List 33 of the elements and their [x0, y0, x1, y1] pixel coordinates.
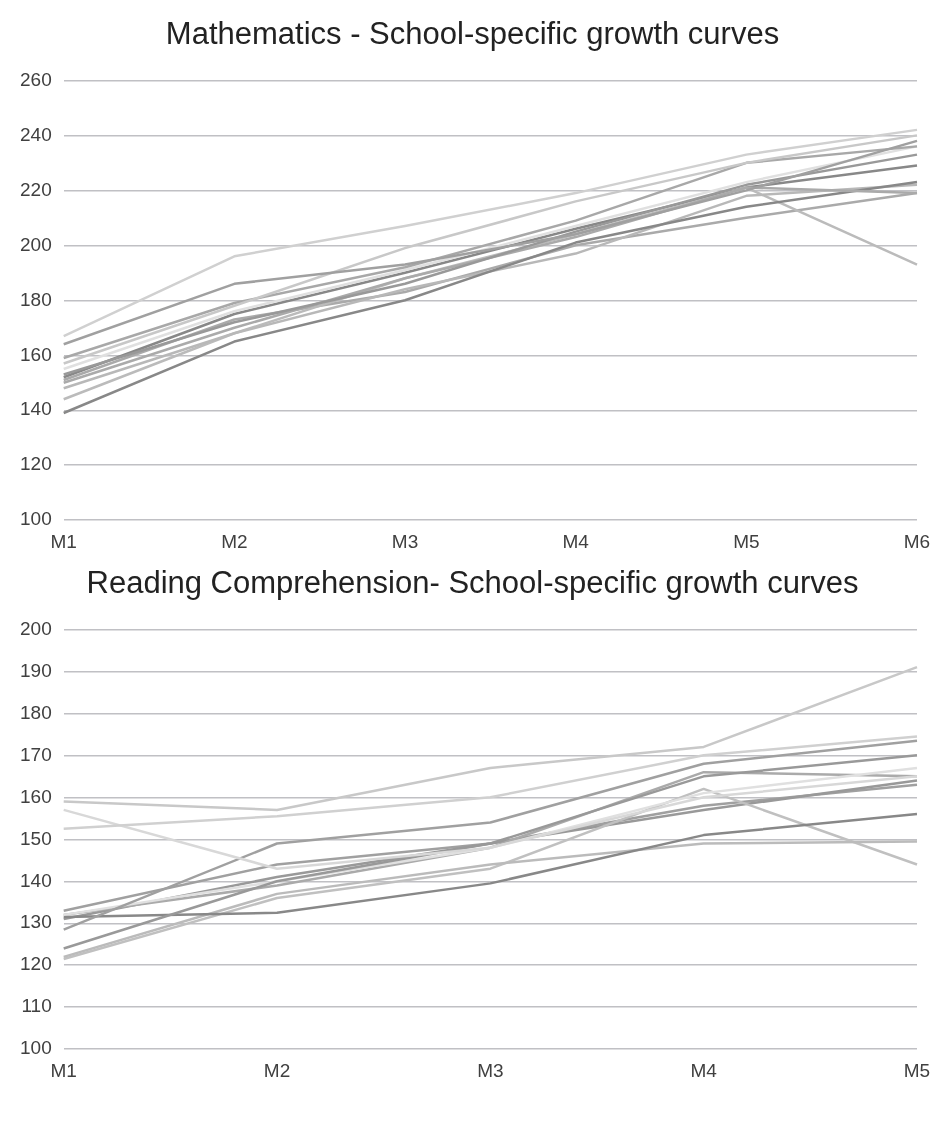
y-tick-label: 110 — [21, 995, 52, 1017]
y-tick-label: 130 — [20, 911, 52, 933]
y-tick-label: 200 — [20, 617, 52, 639]
y-tick-label: 260 — [20, 68, 52, 90]
y-tick-label: 170 — [20, 743, 52, 765]
y-tick-label: 120 — [20, 453, 52, 475]
y-tick-label: 180 — [20, 701, 52, 723]
y-tick-label: 150 — [20, 827, 52, 849]
y-tick-label: 200 — [20, 233, 52, 255]
x-tick-label: M5 — [903, 1059, 931, 1081]
x-tick-label: M3 — [477, 1059, 504, 1081]
y-tick-label: 220 — [20, 178, 52, 200]
x-tick-label: M1 — [50, 1059, 77, 1081]
x-tick-label: M1 — [50, 530, 77, 552]
chart-title: Mathematics - School-specific growth curves — [164, 15, 781, 53]
x-tick-label: M2 — [263, 1059, 291, 1081]
y-tick-label: 160 — [20, 785, 52, 807]
y-tick-label: 240 — [20, 123, 52, 145]
y-tick-label: 140 — [20, 398, 52, 420]
chart-title: Reading Comprehension- School-specific growth curves — [85, 563, 860, 602]
y-tick-label: 140 — [20, 869, 52, 891]
y-tick-label: 100 — [20, 1037, 52, 1059]
x-tick-label: M5 — [733, 530, 760, 552]
x-tick-label: M6 — [903, 530, 931, 552]
x-tick-label: M4 — [562, 530, 590, 552]
y-tick-label: 100 — [20, 508, 52, 530]
y-tick-label: 190 — [20, 659, 52, 681]
x-tick-label: M2 — [221, 530, 248, 552]
y-tick-label: 120 — [20, 953, 52, 975]
y-tick-label: 180 — [20, 288, 52, 310]
x-tick-label: M4 — [690, 1059, 718, 1081]
y-tick-label: 160 — [20, 343, 52, 365]
x-tick-label: M3 — [391, 530, 419, 552]
